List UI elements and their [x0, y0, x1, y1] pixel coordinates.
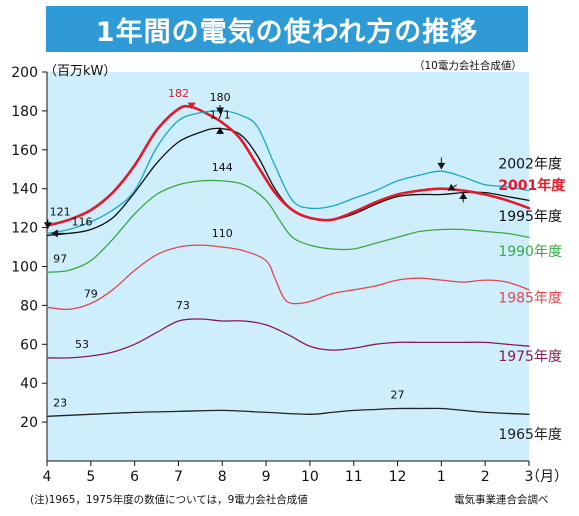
source-credit: 電気事業連合会調べ: [454, 494, 549, 506]
chart-title-banner: 1年間の電気の使われ方の推移: [46, 6, 528, 52]
legend-entry: 1995年度: [498, 209, 562, 225]
data-label: 110: [212, 227, 233, 240]
y-tick-label: 60: [20, 337, 38, 353]
y-tick-label: 140: [11, 182, 38, 198]
data-label: 182: [168, 87, 189, 100]
annotation-arrow-head: [51, 229, 58, 238]
annotation-arrow-head: [187, 102, 196, 110]
y-tick-label: 180: [11, 104, 38, 120]
data-label: 53: [75, 338, 89, 351]
x-tick-label: 12: [389, 469, 407, 485]
x-tick-label: 11: [345, 469, 363, 485]
x-axis-unit: （月）: [526, 469, 568, 485]
data-label: 144: [212, 161, 233, 174]
annotation-arrow-head: [437, 162, 446, 170]
annotation-arrows: [43, 102, 468, 238]
annotation-arrow-head: [216, 107, 225, 114]
annotation-arrow-head: [43, 222, 52, 229]
x-tick-label: 9: [262, 469, 271, 485]
y-axis: 20 40 60 80 100 120 140 160 180 200: [11, 65, 48, 461]
data-label: 180: [210, 91, 231, 104]
y-tick-label: 160: [11, 143, 38, 159]
annotation-arrow-head: [447, 183, 456, 191]
y-tick-label: 20: [20, 415, 38, 431]
legend-entry: 1985年度: [498, 291, 562, 307]
legend-entry: 2002年度: [498, 156, 562, 172]
legend-entry: 1975年度: [498, 349, 562, 365]
source-note-top: （10電力会社合成値）: [414, 60, 522, 72]
x-tick-label: 4: [43, 469, 52, 485]
x-tick-label: 7: [174, 469, 183, 485]
series-line: [46, 179, 530, 273]
y-tick-label: 100: [11, 260, 38, 276]
x-tick-label: 3: [525, 469, 534, 485]
data-label: 121: [50, 206, 71, 219]
data-label: 23: [53, 396, 67, 409]
legend-entry: 1990年度: [498, 244, 562, 260]
footnote: (注)1965，1975年度の数値については，9電力会社合成値: [30, 494, 308, 506]
series-line: [46, 318, 530, 359]
data-label: 116: [72, 215, 93, 228]
x-axis: 4 5 6 7 8 9 10 11 12 1 2 3（月）: [43, 460, 568, 485]
series-lines: [45, 104, 531, 417]
legend: 2002年度 2001年度 1995年度 1990年度 1985年度 1975年度 1965…: [498, 156, 566, 442]
x-tick-label: 2: [481, 469, 490, 485]
legend-entry: 1965年度: [498, 427, 562, 443]
data-label: 97: [53, 252, 67, 265]
x-tick-label: 6: [130, 469, 139, 485]
data-label: 27: [391, 388, 405, 401]
plot-area: [47, 72, 529, 461]
annotation-arrow-head: [216, 127, 225, 134]
y-tick-label: 40: [20, 376, 38, 392]
series-line: [45, 104, 531, 227]
series-line: [46, 407, 530, 417]
data-label: 171: [210, 108, 231, 121]
x-tick-label: 10: [301, 469, 319, 485]
series-line: [46, 110, 530, 235]
x-tick-label: 1: [437, 469, 446, 485]
y-axis-unit-label: （百万kW）: [44, 64, 117, 79]
series-line: [46, 244, 530, 311]
y-tick-label: 80: [20, 298, 38, 314]
x-tick-label: 8: [218, 469, 227, 485]
y-tick-label: 120: [11, 221, 38, 237]
annotation-arrow-head: [459, 192, 468, 199]
x-tick-label: 5: [86, 469, 95, 485]
y-tick-label: 200: [11, 65, 38, 81]
data-label: 73: [176, 299, 190, 312]
data-label: 79: [84, 287, 98, 300]
legend-entry: 2001年度: [498, 177, 566, 194]
